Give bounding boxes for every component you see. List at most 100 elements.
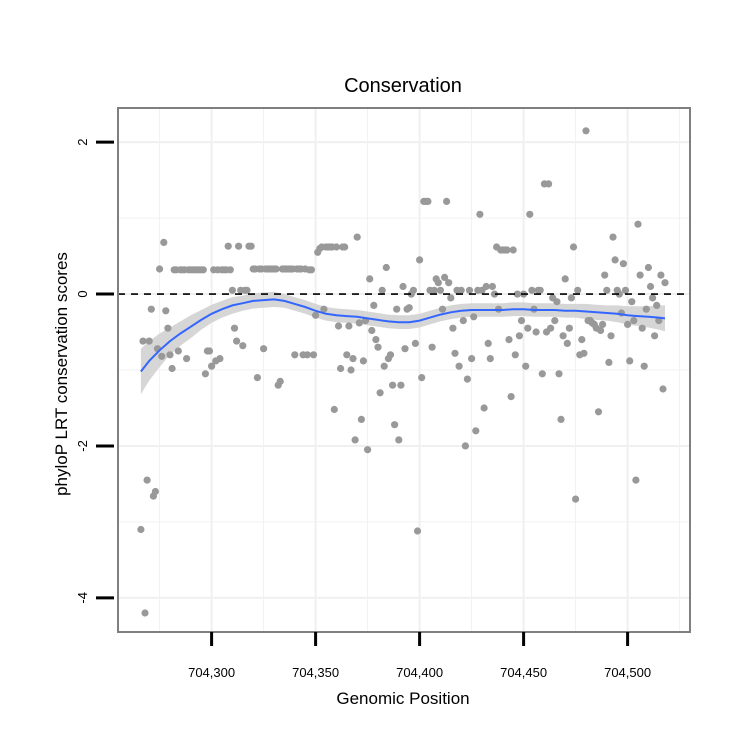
confidence-band-area: [140, 291, 665, 395]
data-point: [397, 381, 405, 389]
data-point: [351, 436, 359, 444]
data-point: [332, 243, 340, 251]
data-point: [511, 351, 519, 359]
data-point: [463, 375, 471, 383]
data-point: [399, 282, 407, 291]
data-point: [609, 233, 617, 241]
data-point: [230, 324, 239, 332]
data-point: [455, 362, 463, 370]
x-tick-label: 704,450: [500, 665, 547, 680]
data-point: [447, 294, 455, 302]
data-point: [634, 220, 642, 228]
data-point: [601, 271, 609, 279]
data-point: [416, 256, 424, 264]
data-point: [205, 347, 214, 355]
data-point: [594, 408, 603, 416]
data-point: [661, 279, 669, 287]
data-point: [611, 256, 619, 264]
data-point: [509, 246, 517, 254]
data-point: [141, 609, 149, 617]
data-point: [507, 393, 515, 401]
data-point: [468, 355, 476, 363]
data-point: [484, 339, 492, 347]
data-point: [465, 286, 474, 294]
data-point: [395, 436, 403, 444]
data-point: [166, 351, 174, 359]
data-point: [574, 286, 582, 294]
data-point: [208, 362, 216, 370]
data-point: [486, 355, 494, 363]
data-point: [636, 271, 644, 279]
x-tick-label: 704,300: [188, 665, 235, 680]
data-point: [312, 311, 320, 319]
data-point: [470, 313, 478, 321]
y-tick-label: 2: [75, 139, 90, 146]
data-point: [380, 362, 388, 370]
data-point: [355, 319, 363, 327]
data-point: [522, 362, 530, 370]
y-tick-label: -4: [75, 592, 90, 604]
data-point: [599, 320, 607, 328]
data-point: [545, 180, 553, 188]
data-point: [621, 286, 630, 294]
data-point: [605, 358, 613, 366]
data-point: [524, 324, 532, 332]
y-tick-label: -2: [75, 440, 90, 452]
data-point: [364, 446, 372, 454]
data-point: [488, 282, 496, 291]
data-point: [569, 243, 578, 251]
data-point: [353, 233, 361, 241]
data-point: [160, 238, 168, 246]
data-point: [490, 290, 499, 298]
data-point: [626, 357, 634, 365]
data-point: [457, 286, 465, 294]
data-point: [449, 324, 457, 332]
data-point: [164, 324, 172, 332]
data-point: [247, 242, 255, 250]
data-point: [559, 332, 567, 340]
data-point: [638, 324, 646, 332]
data-point: [320, 305, 328, 313]
data-point: [239, 342, 247, 350]
data-point: [276, 377, 284, 385]
data-point: [183, 355, 191, 363]
data-point: [370, 301, 378, 309]
data-point: [632, 476, 640, 484]
data-point: [567, 294, 576, 302]
data-point: [603, 286, 611, 294]
data-point: [143, 476, 151, 484]
chart-title: Conservation: [344, 75, 462, 97]
data-point: [528, 286, 536, 294]
data-point: [309, 351, 318, 359]
x-axis-label: Genomic Position: [336, 689, 469, 708]
data-point: [393, 305, 401, 313]
data-point: [413, 527, 422, 535]
data-point: [201, 370, 209, 378]
data-point: [368, 326, 376, 335]
data-point: [337, 364, 345, 373]
data-point: [640, 362, 648, 370]
data-point: [653, 301, 661, 309]
data-point: [555, 370, 563, 378]
data-point: [619, 260, 628, 268]
data-point: [428, 343, 436, 351]
data-point: [582, 127, 590, 135]
data-point: [303, 351, 311, 359]
data-point: [572, 495, 580, 503]
x-axis-ticks: 704,300 704,350 704,400 704,450 704,500: [188, 632, 651, 680]
data-point: [480, 404, 488, 412]
data-point: [551, 317, 559, 325]
data-point: [374, 343, 382, 351]
data-point: [147, 305, 155, 313]
data-point: [615, 290, 623, 298]
data-point: [532, 328, 540, 336]
panel-border: [117, 107, 691, 633]
data-point: [630, 317, 638, 325]
data-point: [657, 271, 665, 279]
data-point: [272, 265, 280, 273]
data-point: [597, 326, 605, 335]
data-point: [526, 210, 534, 218]
data-point: [162, 307, 170, 315]
data-point: [199, 266, 207, 274]
